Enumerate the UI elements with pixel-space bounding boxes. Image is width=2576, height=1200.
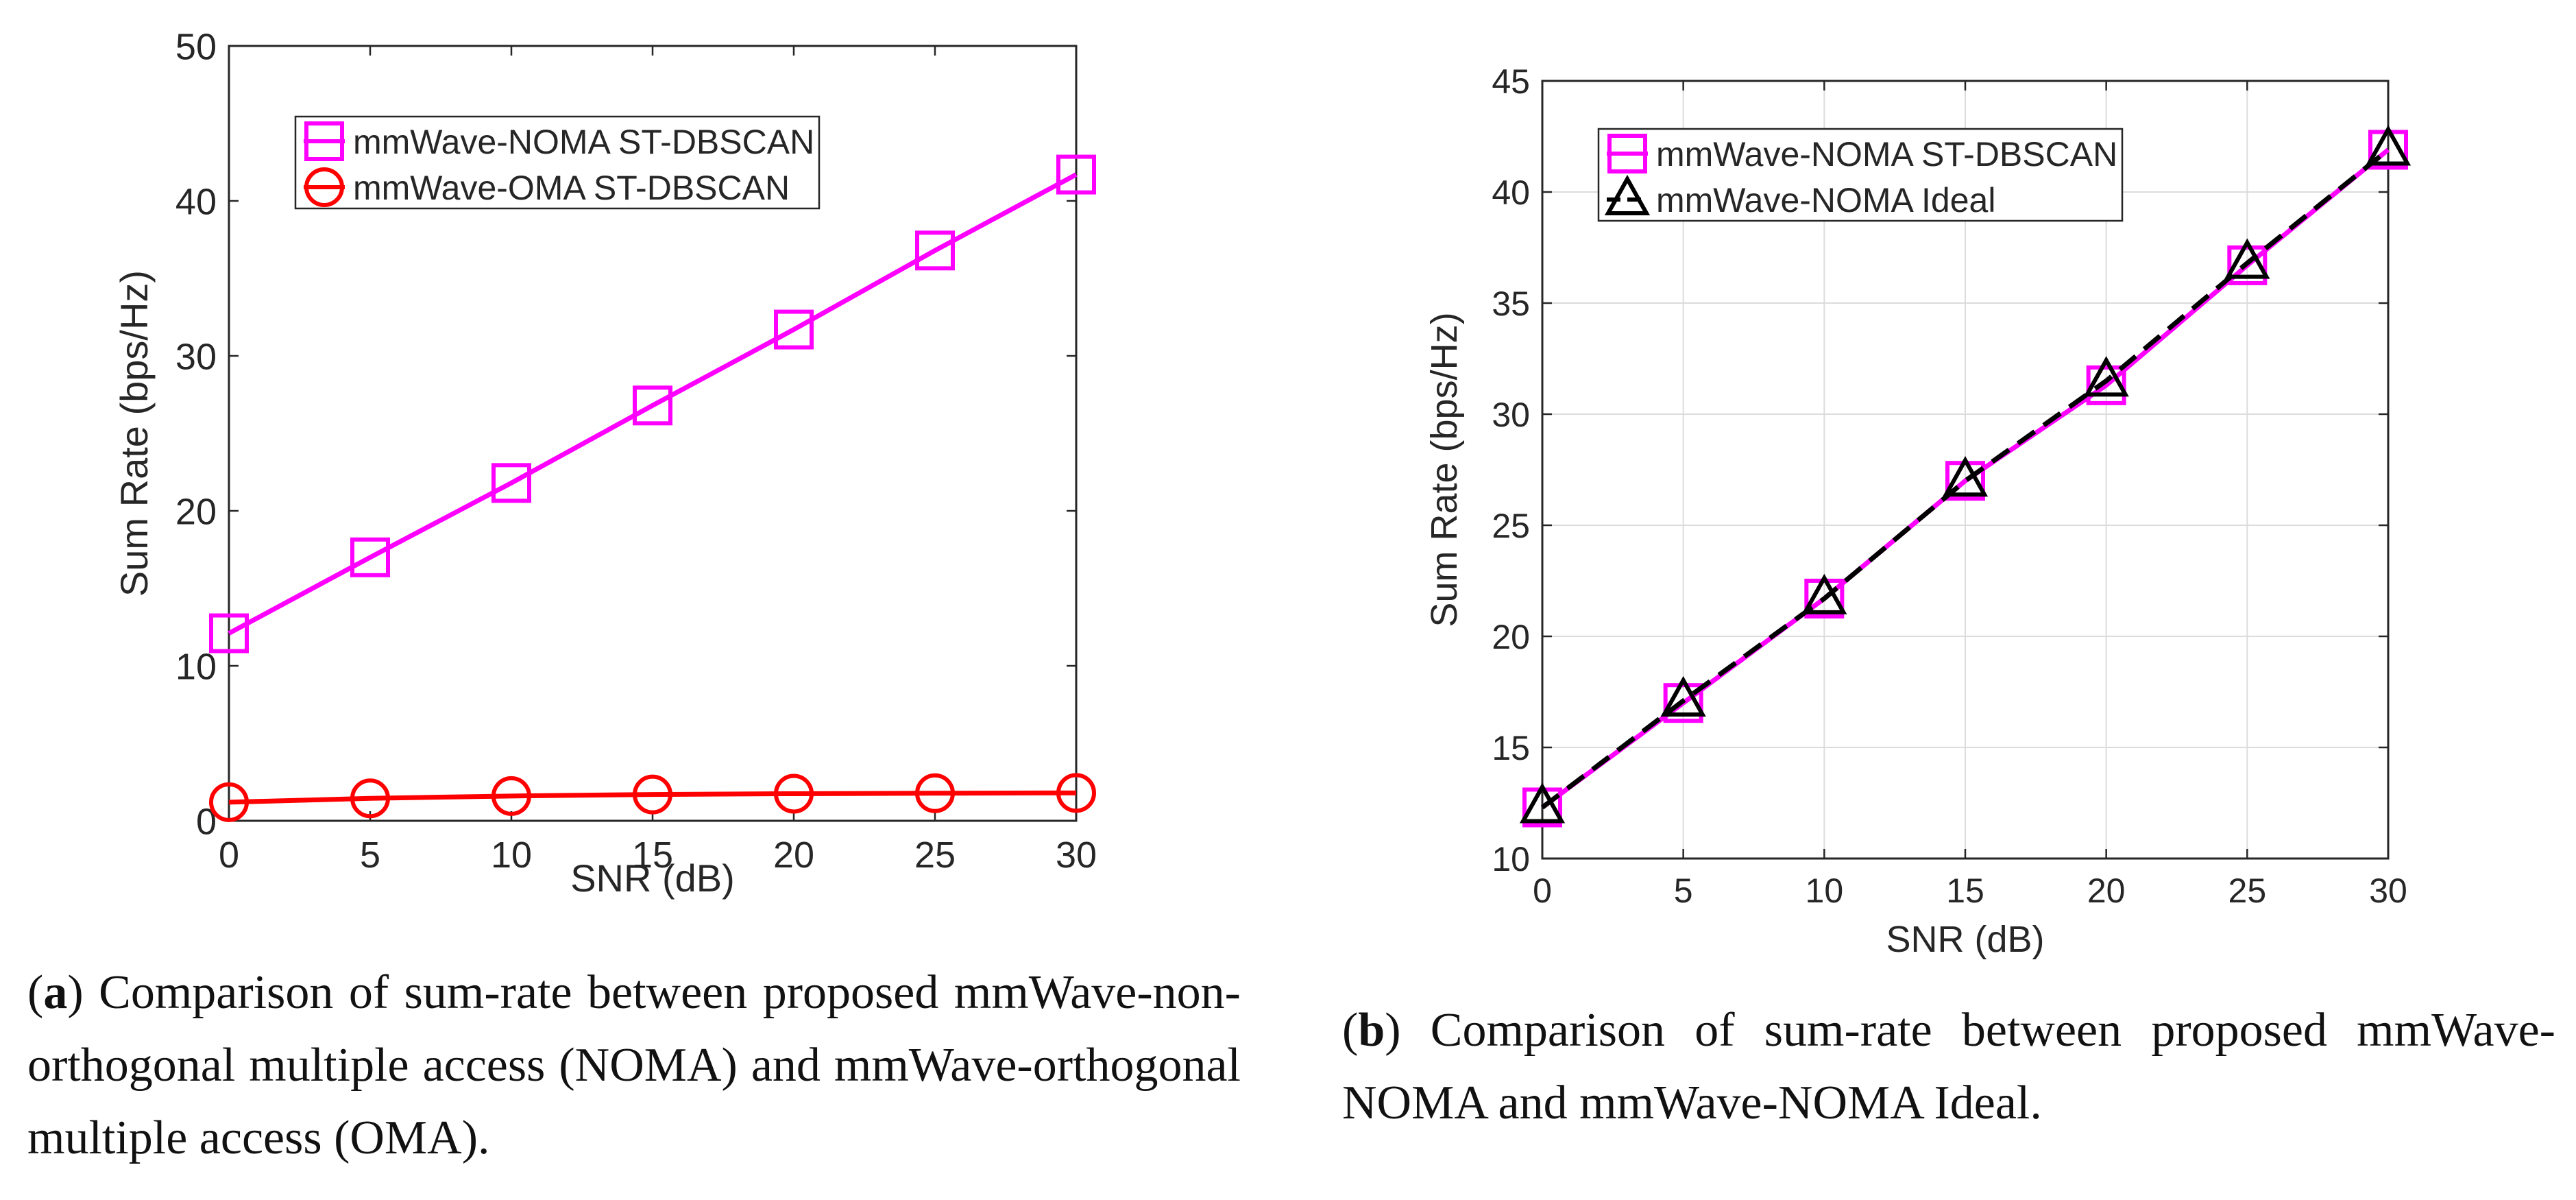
y-tick-label: 30 <box>1492 396 1530 434</box>
legend: mmWave-NOMA ST-DBSCAN mmWave-NOMA Ideal <box>1597 128 2124 222</box>
y-tick-label: 40 <box>1492 173 1530 212</box>
chart-b: 0 5 10 15 20 25 30 10 15 20 25 30 35 40 45 SNR (dB) Sum … <box>1424 62 2411 960</box>
data-point <box>1056 773 1096 813</box>
x-axis-label: SNR (dB) <box>570 856 735 900</box>
y-tick-label: 40 <box>175 181 217 222</box>
data-point <box>2365 125 2411 166</box>
y-tick-label: 20 <box>1492 618 1530 656</box>
data-point <box>633 385 672 426</box>
data-point <box>2227 245 2268 285</box>
data-point <box>209 613 249 653</box>
x-tick-label: 10 <box>1806 872 1844 910</box>
caption-b-label: b <box>1358 1004 1385 1057</box>
y-tick-label: 15 <box>1492 729 1530 767</box>
x-tick-label: 20 <box>773 835 814 876</box>
y-tick-label: 35 <box>1492 285 1530 323</box>
data-point <box>915 773 955 813</box>
data-point <box>1519 782 1566 824</box>
data-point <box>1056 154 1096 195</box>
x-tick-label: 0 <box>1533 872 1552 910</box>
caption-b-text: Comparison of sum-rate between proposed … <box>1342 1004 2555 1129</box>
x-tick-label: 25 <box>2228 872 2267 910</box>
x-tick-label: 10 <box>491 835 532 876</box>
series-line <box>228 790 1077 805</box>
caption-a: (a) Comparison of sum-rate between propo… <box>27 966 1241 1164</box>
series-line <box>1540 147 2390 810</box>
caption-b: (b) Comparison of sum-rate between propo… <box>1342 1004 2555 1129</box>
legend: mmWave-NOMA ST-DBSCAN mmWave-OMA ST-DBSCA… <box>294 115 821 210</box>
y-tick-label: 25 <box>1492 507 1530 545</box>
y-tick-label: 10 <box>1492 840 1530 878</box>
x-tick-label: 25 <box>914 835 956 876</box>
data-point <box>491 463 531 503</box>
x-tick-label: 30 <box>2369 872 2407 910</box>
data-point <box>1942 456 1989 497</box>
data-point <box>2086 365 2126 405</box>
data-point <box>2083 356 2129 397</box>
x-tick-label: 30 <box>1056 835 1097 876</box>
data-point <box>350 537 390 577</box>
data-point <box>1663 683 1703 723</box>
legend-marker <box>1607 134 1647 173</box>
legend-marker <box>1604 174 1651 215</box>
legend-label: mmWave-NOMA Ideal <box>1656 181 1995 219</box>
data-point <box>1660 675 1706 717</box>
x-axis-label: SNR (dB) <box>1886 919 2044 960</box>
data-point <box>2224 238 2270 279</box>
data-point <box>915 230 955 271</box>
data-point <box>350 778 390 819</box>
x-tick-label: 0 <box>219 835 239 876</box>
legend-label: mmWave-NOMA ST-DBSCAN <box>353 123 814 161</box>
data-point <box>209 782 249 822</box>
axes-frame <box>1541 80 2390 860</box>
legend-marker <box>304 121 344 161</box>
caption-a-text: Comparison of sum-rate between proposed … <box>27 966 1241 1164</box>
series-1 <box>209 154 1096 653</box>
series-2 <box>209 773 1096 822</box>
y-tick-label: 45 <box>1492 62 1530 101</box>
y-tick-label: 30 <box>175 336 217 377</box>
y-axis-label: Sum Rate (bps/Hz) <box>112 270 156 597</box>
x-tick-label: 15 <box>1946 872 1984 910</box>
legend-label: mmWave-OMA ST-DBSCAN <box>353 169 790 207</box>
data-point <box>633 774 672 815</box>
y-tick-label: 20 <box>175 491 217 532</box>
data-point <box>774 309 814 350</box>
x-tick-label: 20 <box>2087 872 2126 910</box>
data-point <box>491 776 531 816</box>
data-point <box>774 773 814 814</box>
legend-marker <box>304 167 344 207</box>
axes-frame <box>228 45 1078 822</box>
series-2 <box>1519 125 2411 824</box>
caption-a-label: a <box>43 966 68 1019</box>
x-tick-label: 15 <box>632 835 673 876</box>
legend-box <box>294 115 821 210</box>
x-tick-label: 5 <box>360 835 380 876</box>
legend-box <box>1597 128 2124 222</box>
y-axis-label: Sum Rate (bps/Hz) <box>1424 312 1465 627</box>
data-point <box>1801 573 1847 614</box>
y-tick-label: 50 <box>175 26 217 67</box>
legend-label: mmWave-NOMA ST-DBSCAN <box>1656 135 2117 173</box>
series-line <box>228 172 1078 636</box>
x-tick-label: 5 <box>1674 872 1693 910</box>
